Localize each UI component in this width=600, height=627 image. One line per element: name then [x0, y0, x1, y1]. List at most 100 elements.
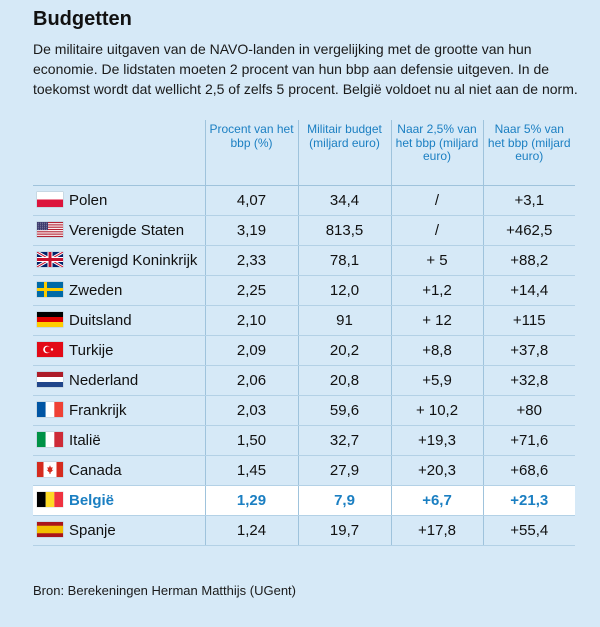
country-name: Nederland [69, 372, 139, 389]
table-header-row: Procent van het bbp (%) Militair budget … [33, 120, 575, 186]
column-header-pct: Procent van het bbp (%) [204, 120, 298, 186]
cell-pct: 2,33 [204, 245, 298, 276]
flag-italy-icon [37, 432, 63, 447]
column-header-budget: Militair budget (miljard euro) [297, 120, 391, 186]
cell-pct: 2,10 [204, 305, 298, 336]
intro-text: De militaire uitgaven van de NAVO-landen… [33, 41, 578, 97]
table-row: Italië 1,50 32,7 +19,3 +71,6 [33, 425, 575, 456]
cell-to5: +32,8 [482, 365, 575, 396]
flag-turkey-icon [37, 342, 63, 357]
cell-country: Duitsland [33, 305, 205, 336]
flag-belgium-icon [37, 492, 63, 507]
cell-to25: + 12 [390, 305, 483, 336]
flag-netherlands-icon [37, 372, 63, 387]
cell-to5: +3,1 [482, 185, 575, 216]
country-name: Duitsland [69, 312, 132, 329]
table-row: Zweden 2,25 12,0 +1,2 +14,4 [33, 275, 575, 306]
flag-germany-icon [37, 312, 63, 327]
table-row: Spanje 1,24 19,7 +17,8 +55,4 [33, 515, 575, 546]
cell-budget: 20,8 [297, 365, 391, 396]
cell-to25: +19,3 [390, 425, 483, 456]
cell-to5: +88,2 [482, 245, 575, 276]
cell-country: Frankrijk [33, 395, 205, 426]
column-header-country [33, 120, 205, 186]
cell-pct: 1,45 [204, 455, 298, 486]
cell-budget: 19,7 [297, 515, 391, 546]
cell-to25: / [390, 215, 483, 246]
cell-budget: 78,1 [297, 245, 391, 276]
source-note: Bron: Berekeningen Herman Matthijs (UGen… [33, 583, 297, 598]
country-name: Canada [69, 462, 122, 479]
flag-sweden-icon [37, 282, 63, 297]
cell-pct: 3,19 [204, 215, 298, 246]
cell-to25: +5,9 [390, 365, 483, 396]
cell-pct: 2,06 [204, 365, 298, 396]
cell-pct: 2,25 [204, 275, 298, 306]
page-title: Budgetten [33, 8, 132, 30]
country-name: Turkije [69, 342, 114, 359]
cell-to5: +55,4 [482, 515, 575, 546]
country-name: Frankrijk [69, 402, 127, 419]
cell-pct: 2,09 [204, 335, 298, 366]
cell-country: Verenigde Staten [33, 215, 205, 246]
table-row: België 1,29 7,9 +6,7 +21,3 [33, 485, 575, 516]
cell-pct: 4,07 [204, 185, 298, 216]
country-name: Verenigd Koninkrijk [69, 252, 198, 269]
cell-to5: +71,6 [482, 425, 575, 456]
budget-table: Procent van het bbp (%) Militair budget … [33, 120, 575, 546]
country-name: België [69, 492, 115, 509]
cell-country: Turkije [33, 335, 205, 366]
cell-to5: +37,8 [482, 335, 575, 366]
cell-to5: +14,4 [482, 275, 575, 306]
cell-budget: 34,4 [297, 185, 391, 216]
cell-budget: 813,5 [297, 215, 391, 246]
cell-country: Verenigd Koninkrijk [33, 245, 205, 276]
cell-to25: +8,8 [390, 335, 483, 366]
flag-usa-icon [37, 222, 63, 237]
cell-to25: + 5 [390, 245, 483, 276]
cell-to5: +462,5 [482, 215, 575, 246]
cell-to5: +68,6 [482, 455, 575, 486]
cell-budget: 32,7 [297, 425, 391, 456]
table-row: Polen 4,07 34,4/+3,1 [33, 185, 575, 216]
column-header-to25: Naar 2,5% van het bbp (miljard euro) [390, 120, 483, 186]
cell-country: België [33, 485, 205, 516]
cell-budget: 91 [297, 305, 391, 336]
table-row: Frankrijk 2,03 59,6 + 10,2 +80 [33, 395, 575, 426]
table-row: Canada 1,45 27,9 +20,3 +68,6 [33, 455, 575, 486]
table-row: Turkije 2,09 20,2 +8,8 +37,8 [33, 335, 575, 366]
cell-budget: 12,0 [297, 275, 391, 306]
table-row: Nederland 2,06 20,8 +5,9 +32,8 [33, 365, 575, 396]
flag-poland-icon [37, 192, 63, 207]
country-name: Italië [69, 432, 101, 449]
cell-country: Spanje [33, 515, 205, 546]
table-row: Duitsland 2,10 91 + 12 +115 [33, 305, 575, 336]
table-body: Polen 4,07 34,4/+3,1 Verenigde Staten 3,19 81… [33, 185, 575, 546]
cell-country: Zweden [33, 275, 205, 306]
flag-canada-icon [37, 462, 63, 477]
cell-to25: +1,2 [390, 275, 483, 306]
table-row: Verenigd Koninkrijk 2,33 78,1 + 5 +88,2 [33, 245, 575, 276]
cell-country: Polen [33, 185, 205, 216]
country-name: Spanje [69, 522, 116, 539]
cell-budget: 27,9 [297, 455, 391, 486]
cell-to25: + 10,2 [390, 395, 483, 426]
cell-country: Italië [33, 425, 205, 456]
flag-uk-icon [37, 252, 63, 267]
cell-to5: +115 [482, 305, 575, 336]
cell-budget: 20,2 [297, 335, 391, 366]
cell-to25: +6,7 [390, 485, 483, 516]
cell-country: Canada [33, 455, 205, 486]
country-name: Polen [69, 192, 108, 209]
flag-spain-icon [37, 522, 63, 537]
column-header-to5: Naar 5% van het bbp (miljard euro) [482, 120, 575, 186]
cell-to5: +21,3 [482, 485, 575, 516]
cell-to25: +17,8 [390, 515, 483, 546]
cell-budget: 7,9 [297, 485, 391, 516]
cell-pct: 1,24 [204, 515, 298, 546]
country-name: Verenigde Staten [69, 222, 185, 239]
cell-pct: 2,03 [204, 395, 298, 426]
cell-pct: 1,29 [204, 485, 298, 516]
cell-to5: +80 [482, 395, 575, 426]
